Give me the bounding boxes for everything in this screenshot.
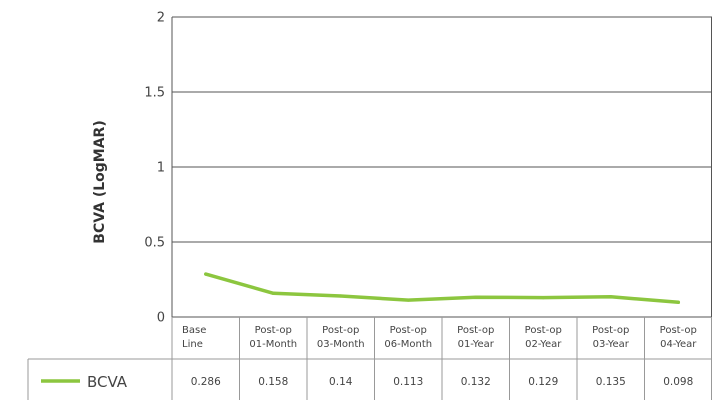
y-tick-label: 1 bbox=[157, 161, 165, 176]
table-value-cell: 0.113 bbox=[393, 376, 423, 388]
table-value-cell: 0.098 bbox=[663, 376, 693, 388]
y-axis: 0 0.5 1 1.5 2 bbox=[144, 11, 165, 326]
data-point bbox=[271, 291, 275, 295]
table-value-cell: 0.158 bbox=[258, 376, 288, 388]
data-point bbox=[339, 294, 343, 298]
x-category-label: Line bbox=[182, 339, 203, 350]
x-category-label: 03-Month bbox=[317, 339, 365, 350]
table-value-cell: 0.286 bbox=[191, 376, 221, 388]
table-value-cell: 0.135 bbox=[596, 376, 626, 388]
x-category-label: 06-Month bbox=[384, 339, 432, 350]
data-point bbox=[204, 272, 208, 276]
table-value-cell: 0.129 bbox=[528, 376, 558, 388]
series-layer bbox=[204, 272, 681, 305]
x-category-label: Post-op bbox=[322, 325, 359, 336]
data-point bbox=[676, 300, 680, 304]
table-value-cell: 0.14 bbox=[329, 376, 353, 388]
y-tick-label: 0.5 bbox=[144, 236, 165, 251]
x-category-label: Post-op bbox=[457, 325, 494, 336]
x-category-label: 01-Month bbox=[249, 339, 297, 350]
data-point bbox=[541, 296, 545, 300]
legend-label: BCVA bbox=[87, 373, 128, 391]
x-category-label: 04-Year bbox=[660, 339, 697, 350]
x-category-label: Post-op bbox=[660, 325, 697, 336]
series-line-bcva bbox=[204, 272, 681, 305]
y-tick-label: 2 bbox=[157, 11, 165, 26]
x-category-label: Post-op bbox=[525, 325, 562, 336]
x-category-label: 03-Year bbox=[593, 339, 630, 350]
data-point bbox=[609, 295, 613, 299]
table-value-cell: 0.132 bbox=[461, 376, 491, 388]
x-category-label: 01-Year bbox=[458, 339, 495, 350]
x-category-label: Post-op bbox=[592, 325, 629, 336]
data-point bbox=[406, 298, 410, 302]
y-axis-label: BCVA (LogMAR) bbox=[92, 120, 108, 243]
y-tick-label: 0 bbox=[157, 311, 165, 326]
data-point bbox=[474, 295, 478, 299]
grid-lines bbox=[171, 16, 712, 318]
x-category-label: Post-op bbox=[390, 325, 427, 336]
data-table: Base Line 0.286 Post-op 01-Month 0.158 Post-op… bbox=[27, 317, 712, 400]
x-category-label: Base bbox=[182, 325, 206, 336]
y-tick-label: 1.5 bbox=[144, 86, 165, 101]
x-category-label: Post-op bbox=[255, 325, 292, 336]
x-category-label: 02-Year bbox=[525, 339, 562, 350]
